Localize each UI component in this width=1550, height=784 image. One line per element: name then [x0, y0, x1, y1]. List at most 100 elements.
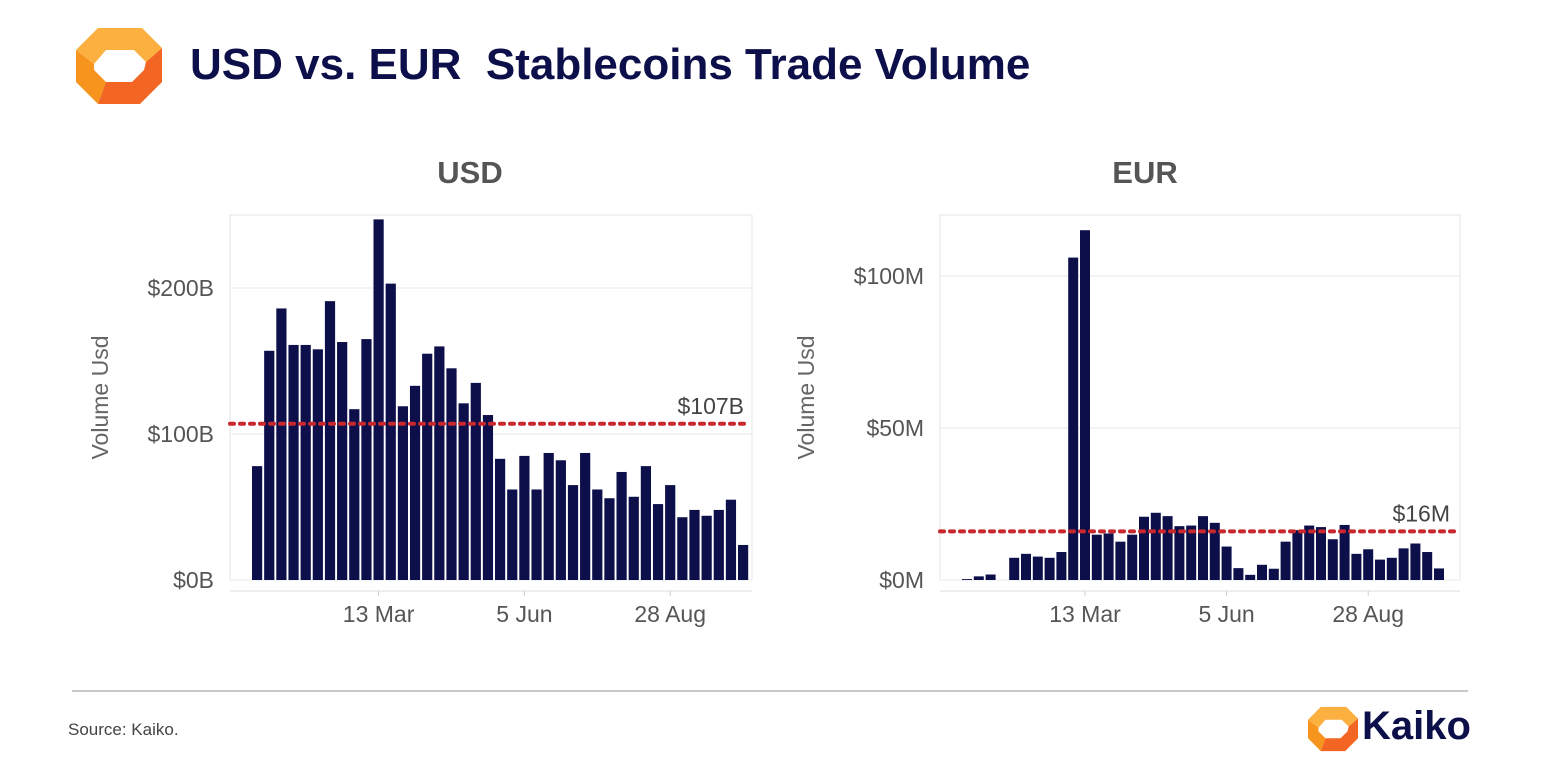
usd-bar: [665, 485, 676, 580]
usd-bar: [288, 344, 299, 580]
eur-bar: [1268, 568, 1279, 580]
usd-bar: [373, 219, 384, 580]
usd-bar: [640, 466, 651, 580]
eur-bar: [1021, 553, 1031, 580]
usd-bar: [434, 346, 445, 580]
usd-bar: [652, 504, 664, 580]
eur-bar: [1080, 230, 1090, 580]
eur-bar: [1150, 512, 1161, 580]
eur-bar: [1292, 530, 1303, 580]
usd-bar: [337, 342, 348, 580]
usd-bar: [409, 385, 421, 580]
eur-bar: [1316, 527, 1326, 580]
eur-bar: [1245, 574, 1256, 580]
usd-bar: [677, 517, 688, 580]
usd-bar: [385, 283, 396, 580]
eur-bar: [1174, 526, 1185, 580]
usd-ylabel: Volume Usd: [87, 335, 113, 459]
usd-bar: [628, 496, 639, 580]
eur-bar: [1257, 564, 1267, 580]
eur-bar: [1009, 557, 1020, 580]
eur-bar: [1375, 559, 1385, 580]
eur-bar: [1103, 533, 1114, 580]
usd-bar: [495, 458, 506, 580]
usd-bar: [555, 460, 566, 580]
eur-ytick-label: $0M: [879, 567, 924, 593]
eur-bar: [1127, 534, 1138, 580]
usd-bar: [604, 498, 615, 580]
eur-bar: [1410, 543, 1421, 580]
kaiko-brand-icon: [1308, 706, 1358, 752]
eur-bar: [1209, 522, 1220, 580]
usd-bar: [312, 349, 323, 580]
eur-xtick-label: 28 Aug: [1332, 601, 1404, 627]
usd-bar: [519, 455, 530, 580]
eur-bar: [1363, 549, 1374, 580]
usd-xtick-label: 28 Aug: [634, 601, 706, 627]
eur-bar: [1422, 552, 1433, 580]
eur-ytick-label: $50M: [866, 415, 924, 441]
eur-reference-label: $16M: [1392, 500, 1450, 526]
eur-bar: [973, 576, 984, 580]
eur-bar: [1139, 516, 1149, 580]
usd-bar: [397, 406, 408, 580]
brand-name: Kaiko: [1362, 704, 1471, 748]
eur-xtick-label: 13 Mar: [1049, 601, 1121, 627]
eur-bar: [1233, 568, 1244, 580]
eur-bar: [1056, 552, 1067, 580]
usd-bar: [361, 339, 372, 580]
kaiko-logo-icon: [76, 28, 162, 104]
usd-bar: [713, 509, 724, 580]
eur-bar: [1091, 534, 1102, 580]
usd-bar: [458, 403, 469, 580]
usd-bar: [276, 308, 287, 580]
charts-area: $0B $100B $200B 13 Mar 5 Jun 28 Aug $107B USD Vo…: [87, 155, 1461, 627]
usd-bar: [531, 489, 542, 580]
usd-bar: [567, 485, 579, 580]
eur-chart-title: EUR: [1112, 155, 1177, 190]
usd-bar: [701, 515, 712, 580]
eur-bar: [1186, 525, 1197, 580]
eur-bar: [1398, 548, 1409, 580]
eur-bar: [1115, 541, 1126, 580]
eur-xtick-label: 5 Jun: [1198, 601, 1254, 627]
eur-bar: [985, 574, 996, 580]
source-text: Source: Kaiko.: [68, 720, 179, 739]
eur-bar: [1198, 516, 1208, 581]
usd-bar: [725, 499, 737, 580]
usd-bar: [252, 466, 263, 580]
eur-bar: [1304, 525, 1315, 580]
eur-bar: [1068, 257, 1079, 580]
eur-bar: [1434, 568, 1444, 580]
usd-ytick-label: $0B: [173, 567, 214, 593]
usd-bar: [446, 368, 457, 580]
usd-bar: [738, 544, 749, 580]
usd-bar: [543, 452, 554, 580]
usd-bar: [592, 489, 603, 580]
usd-bar: [689, 509, 700, 580]
eur-bar: [1386, 557, 1397, 580]
usd-ytick-label: $100B: [147, 421, 214, 447]
usd-bar: [300, 344, 311, 580]
eur-bar: [1044, 557, 1055, 580]
eur-bar: [1221, 546, 1232, 580]
usd-xtick-label: 13 Mar: [343, 601, 415, 627]
usd-ytick-label: $200B: [147, 275, 214, 301]
usd-reference-label: $107B: [677, 393, 744, 419]
eur-bar: [962, 579, 972, 580]
usd-chart-title: USD: [437, 155, 502, 190]
usd-bar: [324, 301, 336, 580]
eur-ylabel: Volume Usd: [793, 335, 819, 459]
footer-divider: [72, 690, 1468, 692]
usd-bar: [616, 471, 627, 580]
eur-bar: [1327, 539, 1338, 580]
usd-bar: [264, 350, 275, 580]
usd-bar: [470, 382, 481, 580]
usd-bar: [507, 489, 518, 580]
usd-bar: [349, 409, 360, 580]
usd-bar: [422, 353, 433, 580]
eur-bar: [1280, 541, 1291, 580]
main-title: USD vs. EUR Stablecoins Trade Volume: [190, 40, 1031, 89]
eur-bar: [1032, 556, 1043, 580]
usd-bar: [580, 452, 591, 580]
